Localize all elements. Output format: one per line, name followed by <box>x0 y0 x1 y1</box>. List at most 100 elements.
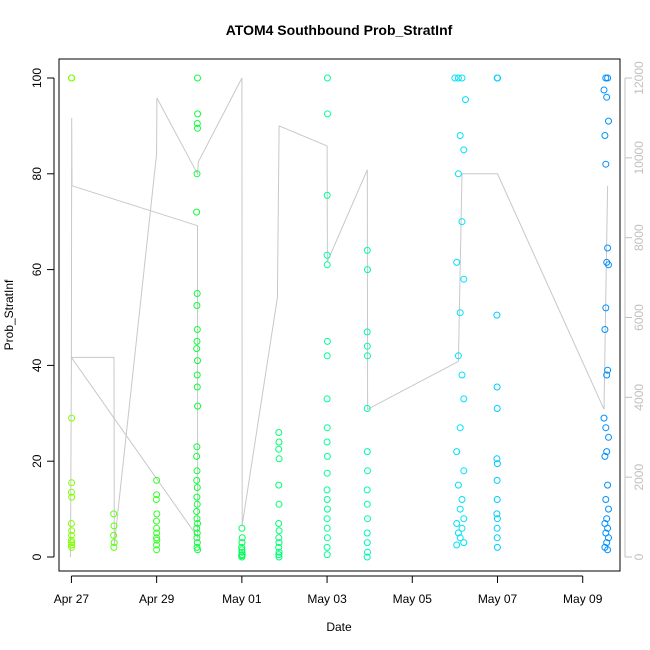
right-y-tick-label: 0 <box>632 553 646 560</box>
data-point <box>600 86 608 94</box>
data-point <box>68 479 76 487</box>
data-point <box>453 541 461 549</box>
y-tick-label: 80 <box>30 167 44 181</box>
data-point <box>110 510 118 518</box>
data-point <box>454 170 462 178</box>
plot-frame <box>58 58 621 572</box>
data-point <box>194 357 201 365</box>
data-point <box>603 371 611 379</box>
data-point <box>110 539 118 547</box>
data-point <box>601 132 609 139</box>
y-tick-label: 0 <box>30 553 44 560</box>
data-point <box>364 266 371 274</box>
data-point <box>456 424 464 432</box>
data-point <box>275 500 283 508</box>
data-point <box>193 452 201 460</box>
data-point <box>193 326 201 333</box>
data-point <box>605 534 612 542</box>
data-point <box>194 546 202 554</box>
data-point <box>453 448 461 456</box>
data-point <box>67 536 75 544</box>
data-point <box>193 500 201 508</box>
data-point <box>193 467 201 475</box>
data-point <box>193 529 201 537</box>
data-point <box>600 414 608 422</box>
data-point <box>493 515 501 523</box>
data-point <box>493 311 501 319</box>
data-point <box>193 539 201 547</box>
data-point <box>604 74 612 82</box>
data-point <box>605 433 612 441</box>
data-point <box>275 455 283 463</box>
data-point <box>601 326 609 333</box>
data-point <box>604 546 612 554</box>
y-axis: 0 20 40 60 80 100 <box>30 68 55 560</box>
data-point <box>323 543 331 551</box>
data-point <box>602 424 610 432</box>
data-point <box>110 543 118 551</box>
data-point <box>458 524 466 532</box>
data-point <box>323 337 331 345</box>
data-point <box>193 208 201 216</box>
data-point <box>323 515 331 523</box>
data-point <box>194 402 202 410</box>
data-point <box>153 476 161 484</box>
data-point <box>193 371 201 379</box>
data-point <box>193 476 201 484</box>
data-point <box>323 534 331 542</box>
data-point <box>323 524 331 532</box>
data-point <box>493 460 501 468</box>
data-point <box>193 345 201 353</box>
data-point <box>604 524 612 532</box>
data-point <box>67 488 75 496</box>
data-point <box>363 342 371 350</box>
data-point <box>453 258 461 266</box>
data-point <box>605 505 612 513</box>
data-point <box>110 531 118 539</box>
data-point <box>193 515 201 523</box>
data-point <box>460 539 468 547</box>
x-tick-label: May 07 <box>478 592 518 606</box>
right-y-tick-label: 8000 <box>632 224 646 251</box>
data-point <box>363 486 371 494</box>
data-point <box>68 543 76 551</box>
prob-stratinf-points <box>67 74 612 561</box>
data-point <box>152 496 160 503</box>
data-point <box>363 500 371 508</box>
data-point <box>458 218 466 226</box>
data-point <box>193 493 201 501</box>
data-point <box>323 496 331 503</box>
data-point <box>605 117 612 125</box>
data-point <box>460 395 468 403</box>
data-point <box>323 395 331 403</box>
data-point <box>460 275 468 283</box>
y-tick-label: 100 <box>30 68 44 88</box>
right-y-axis: 0 2000 4000 6000 8000 10000 12000 <box>624 61 646 560</box>
altitude-line <box>70 77 609 558</box>
right-y-tick-label: 12000 <box>632 61 646 95</box>
data-point <box>602 160 610 168</box>
data-point <box>323 469 331 477</box>
y-axis-label: Prob_StratInf <box>2 279 16 350</box>
data-point <box>604 244 612 252</box>
data-point <box>193 383 201 391</box>
altitude-line-series <box>70 77 609 558</box>
data-point <box>323 452 331 460</box>
data-point <box>68 74 76 82</box>
data-point <box>493 543 501 551</box>
data-point <box>456 309 464 317</box>
data-point <box>68 541 75 549</box>
data-point <box>323 551 331 559</box>
data-point <box>153 536 161 544</box>
data-point <box>193 443 201 451</box>
data-point <box>460 467 468 475</box>
data-point <box>68 527 76 535</box>
data-point <box>153 541 160 549</box>
data-point <box>153 529 161 537</box>
data-point <box>153 534 161 542</box>
data-point <box>275 520 283 527</box>
data-point <box>323 74 331 82</box>
data-point <box>458 74 466 82</box>
data-point <box>458 371 466 379</box>
